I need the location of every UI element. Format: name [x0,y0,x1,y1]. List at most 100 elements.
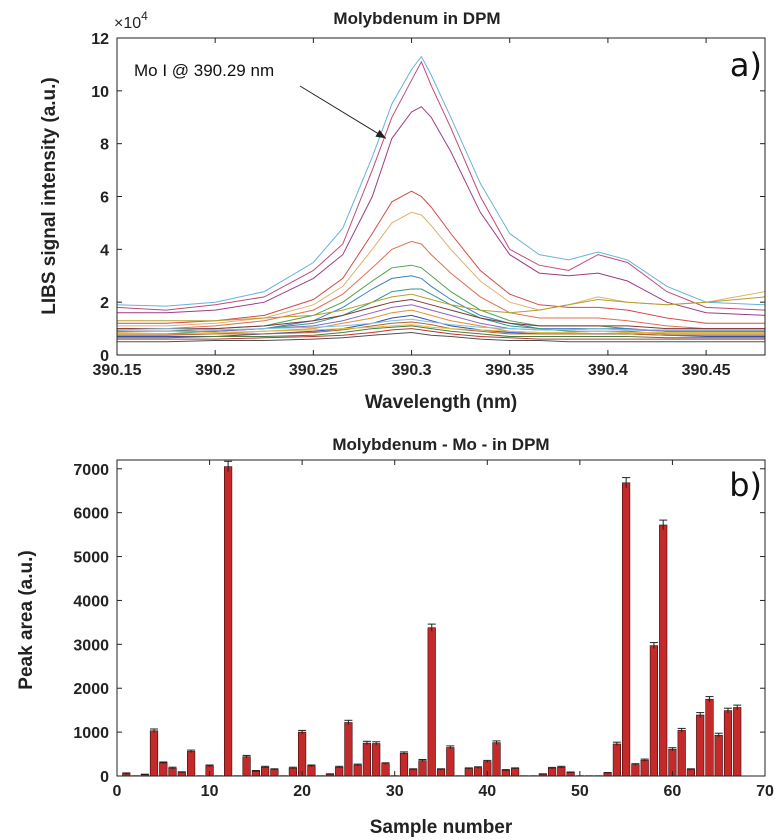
bar-sample-48 [557,766,566,777]
bar-sample-62 [686,769,695,777]
bar-sample-55 [621,482,631,777]
chart-a-x-tick-label: 390.4 [588,362,628,379]
bar-sample-47 [547,767,557,777]
chart-b-ylabel: Peak area (a.u.) [16,550,37,689]
panel-a-label: a) [730,46,762,84]
bar-sample-14 [242,756,251,777]
chart-b-y-tick-label: 0 [100,769,109,786]
chart-b-y-tick-label: 6000 [73,506,109,523]
chart-b-plot-frame [116,459,766,777]
peak-area-chart: Molybdenum - Mo - in DPM 0 10 20 30 40 50 60 70… [16,435,774,838]
bar-sample-19 [288,767,298,777]
bar-sample-12 [224,466,233,777]
bar-sample-58 [649,645,658,777]
chart-a-y-tick-label: 10 [91,84,109,101]
spectrum-line-11 [117,298,765,330]
panel-b-label: b) [729,466,762,504]
chart-b-y-tick-label: 4000 [73,593,109,610]
bar-sample-34 [427,627,436,777]
spectrum-line-16 [117,325,765,339]
chart-a-title: Molybdenum in DPM [333,9,500,28]
bar-sample-17 [270,769,279,777]
chart-a-axes: 390.15 390.2 390.25 390.3 390.35 390.4 390.45 0… [91,31,766,379]
spectrum-line-1 [116,55,766,307]
chart-b-y-tick-label: 1000 [73,725,109,742]
chart-b-y-tick-label: 3000 [73,637,109,654]
chart-b-x-tick-label: 30 [386,783,404,800]
chart-b-xlabel: Sample number [370,817,513,838]
peak-annotation: Mo I @ 390.29 nm [134,61,274,80]
chart-a-x-tick-label: 390.35 [485,362,534,379]
bar-sample-4 [149,730,159,777]
spectrum-chart: Molybdenum in DPM 390.15 390.2 390.25 390.3… [39,9,766,413]
bar-sample-16 [260,766,270,777]
spectrum-line-7 [117,264,765,332]
chart-a-x-tick-label: 390.3 [392,362,432,379]
spectrum-line-17 [117,328,765,340]
bar-sample-8 [187,751,196,777]
chart-a-y-tick-label: 4 [100,242,109,259]
chart-b-x-tick-label: 70 [756,783,774,800]
chart-a-y-tick-label: 6 [100,190,109,207]
bar-sample-39 [473,767,483,777]
bar-sample-32 [409,769,418,777]
spectrum-line-4 [117,190,765,324]
chart-a-ylabel: LIBS signal intensity (a.u.) [39,77,60,315]
bar-sample-61 [677,730,686,777]
bar-sample-67 [733,707,742,777]
bar-sample-57 [640,759,649,777]
bar-sample-36 [446,747,455,777]
y-exponent-label: ×104 [114,9,148,32]
bar-sample-63 [696,714,705,777]
bar-sample-64 [705,698,714,777]
bar-sample-33 [418,760,427,777]
spectrum-line-18 [117,331,765,343]
spectrum-line-10 [117,293,766,322]
spectrum-line-19 [116,318,765,331]
bar-sample-43 [510,768,520,777]
spectrum-line-15 [117,321,765,336]
bar-sample-26 [353,764,362,777]
bar-sample-54 [612,743,621,777]
spectrum-line-8 [117,275,765,332]
chart-a-x-tick-label: 390.25 [289,362,338,379]
bar-sample-25 [344,722,353,777]
bar-sample-29 [381,763,390,777]
chart-a-y-tick-label: 12 [91,31,109,48]
spectrum-series-group [116,55,766,343]
bar-sample-27 [362,742,372,777]
spectrum-line-2 [116,60,766,311]
bar-sample-42 [501,769,510,777]
chart-b-x-tick-label: 10 [201,783,219,800]
chart-b-x-tick-label: 60 [664,783,682,800]
bar-sample-65 [714,734,723,777]
bar-sample-6 [168,767,177,777]
chart-a-xlabel: Wavelength (nm) [365,392,517,413]
chart-b-x-tick-label: 40 [478,783,496,800]
bar-sample-24 [335,766,344,777]
chart-a-y-tick-label: 0 [100,348,109,365]
spectrum-line-3 [117,106,766,316]
bar-sample-21 [307,765,316,777]
bar-sample-49 [566,772,575,777]
chart-b-axes: 0 10 20 30 40 50 60 70 0 1000 2000 3000 4000 5000 6000… [73,459,774,800]
chart-b-x-tick-label: 0 [113,783,122,800]
bar-sample-59 [659,524,668,777]
bar-sample-41 [492,742,501,777]
bar-sample-38 [464,768,473,777]
chart-a-y-tick-label: 2 [100,295,109,312]
annotation-arrow [299,85,387,139]
chart-b-y-tick-label: 2000 [73,681,109,698]
bar-sample-35 [436,769,446,777]
chart-b-x-tick-label: 50 [571,783,589,800]
bar-sample-28 [372,743,381,777]
chart-b-y-tick-label: 7000 [73,462,109,479]
spectrum-line-20 [116,324,765,334]
bar-sample-20 [297,731,307,777]
bar-sample-15 [251,770,261,777]
bar-sample-56 [631,764,640,777]
spectrum-line-9 [117,288,765,335]
chart-b-y-tick-label: 5000 [73,550,109,567]
chart-a-x-tick-label: 390.15 [93,362,142,379]
